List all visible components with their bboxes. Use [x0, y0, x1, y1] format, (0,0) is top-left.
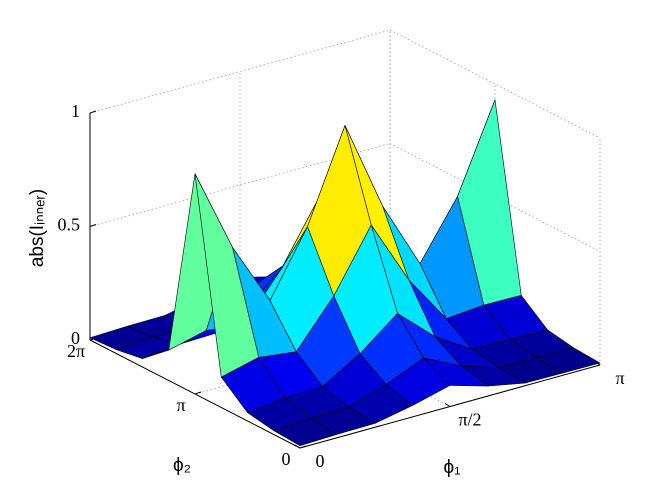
- tick-mark: [299, 445, 307, 449]
- x-axis-label: ϕ₁: [443, 457, 460, 478]
- z-tick-label: 0: [71, 328, 80, 348]
- x-tick-label: π: [615, 368, 624, 388]
- z-tick-label: 1: [71, 101, 80, 121]
- surface-facet: [273, 417, 338, 447]
- tick-mark: [89, 110, 97, 114]
- tick-mark: [89, 224, 97, 227]
- z-axis-label: abs(Iᵢₙₙₑᵣ): [27, 189, 48, 267]
- y-tick-label: π: [176, 395, 185, 415]
- grid-line: [389, 29, 601, 139]
- grid-line: [389, 143, 601, 252]
- y-tick-label: 0: [282, 449, 291, 469]
- x-tick-label: 0: [316, 451, 325, 471]
- z-tick-label: 0.5: [58, 215, 81, 235]
- tick-mark: [194, 391, 202, 395]
- tick-mark: [444, 403, 451, 407]
- y-axis-label: ϕ₂: [173, 455, 191, 476]
- x-tick-label: π/2: [458, 410, 481, 430]
- y-tick-label: 2π: [67, 341, 85, 361]
- tick-mark: [294, 444, 301, 449]
